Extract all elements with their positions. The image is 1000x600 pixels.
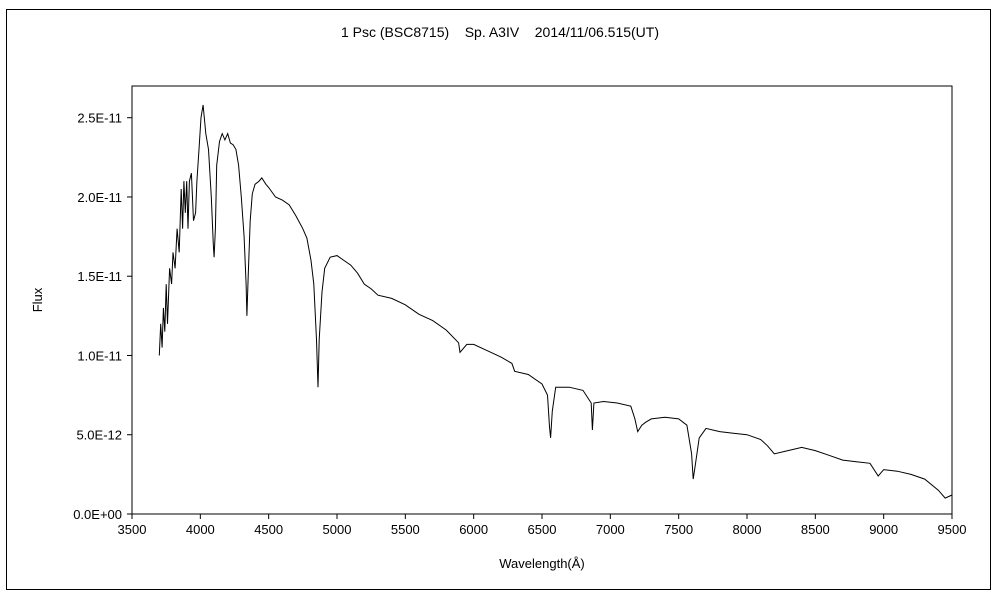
chart-frame <box>6 9 991 590</box>
x-tick-label: 7000 <box>596 522 625 537</box>
y-tick-label: 2.5E-11 <box>77 111 122 126</box>
x-tick-label: 3500 <box>118 522 147 537</box>
x-tick-label: 5000 <box>323 522 352 537</box>
x-tick-label: 4000 <box>186 522 215 537</box>
y-tick-label: 0.0E+00 <box>73 507 122 522</box>
y-tick-label: 5.0E-12 <box>76 428 122 443</box>
x-tick-label: 8500 <box>801 522 830 537</box>
x-tick-label: 6500 <box>528 522 557 537</box>
x-tick-label: 7500 <box>664 522 693 537</box>
spectrum-line <box>158 104 953 499</box>
x-tick-label: 9500 <box>938 522 967 537</box>
x-axis-label: Wavelength(Å) <box>499 556 585 571</box>
x-tick-label: 8000 <box>733 522 762 537</box>
y-axis-label: Flux <box>30 287 45 312</box>
x-axis-ticks: 3500 4000 4500 5000 5500 6000 6500 7000 7500 8000… <box>118 514 967 537</box>
y-tick-label: 2.0E-11 <box>77 190 122 205</box>
x-tick-label: 6000 <box>459 522 488 537</box>
chart-title: 1 Psc (BSC8715) Sp. A3IV 2014/11/06.515(… <box>340 24 660 40</box>
x-tick-label: 5500 <box>391 522 420 537</box>
y-axis-ticks: 0.0E+00 5.0E-12 1.0E-11 1.5E-11 2.0E-11 2.5E-… <box>73 111 132 522</box>
y-tick-label: 1.5E-11 <box>77 269 122 284</box>
x-tick-label: 9000 <box>869 522 898 537</box>
y-tick-label: 1.0E-11 <box>77 348 122 363</box>
plot-area <box>131 85 953 515</box>
x-tick-label: 4500 <box>254 522 283 537</box>
